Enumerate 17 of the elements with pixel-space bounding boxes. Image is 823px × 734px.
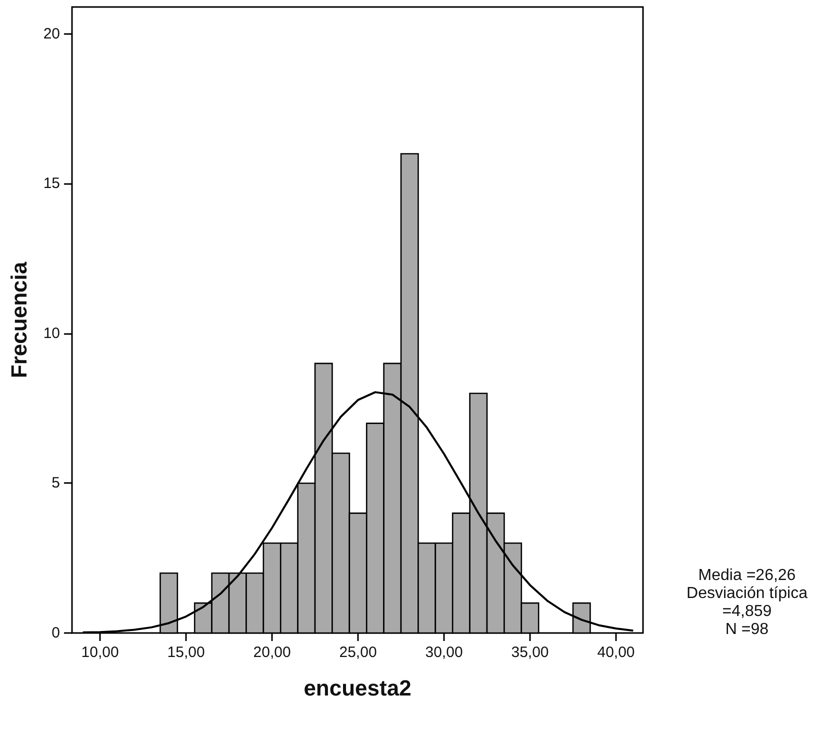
y-tick-label: 20 xyxy=(43,25,60,42)
y-tick-label: 5 xyxy=(52,474,60,492)
x-tick-label: 10,00 xyxy=(81,644,119,661)
y-tick-label: 15 xyxy=(43,175,60,192)
x-tick-label: 15,00 xyxy=(167,644,205,661)
y-axis-title: Frecuencia xyxy=(6,261,32,378)
x-tick-label: 40,00 xyxy=(597,644,635,661)
x-tick-label: 30,00 xyxy=(425,644,463,661)
text: N =98 xyxy=(724,621,770,639)
x-axis-title: encuesta2 xyxy=(304,676,412,700)
y-tick-label: 10 xyxy=(43,324,60,342)
x-tick-label: 25,00 xyxy=(339,644,377,661)
text: Media =26,26 xyxy=(697,567,797,585)
x-tick-label: 35,00 xyxy=(511,644,549,661)
x-tick-label: 20,00 xyxy=(253,644,291,661)
y-tick-label: 0 xyxy=(52,624,60,642)
text: Desviación típica =4,859 xyxy=(686,585,808,621)
